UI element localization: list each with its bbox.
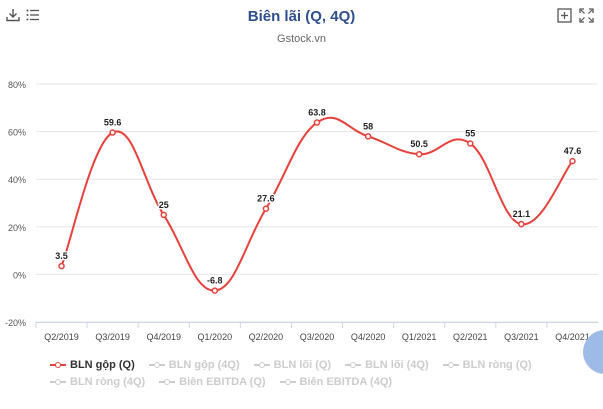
y-tick-label: 40% [8,175,26,185]
menu-icon[interactable] [24,6,42,24]
data-point [211,287,219,294]
x-tick-label: Q4/2019 [146,332,181,342]
chart-subtitle: Gstock.vn [277,33,326,45]
data-point [262,205,270,212]
legend-label: Biên EBITDA (4Q) [299,375,393,388]
left-toolbar [4,6,42,24]
legend-label: Biên EBITDA (Q) [179,375,266,388]
data-label: 27.6 [257,194,275,204]
fullscreen-icon[interactable] [577,6,595,24]
legend-swatch-icon [442,361,459,369]
legend-item[interactable]: Biên EBITDA (Q) [159,375,266,388]
data-point [160,211,167,219]
legend-swatch-icon [253,361,270,369]
data-label: -6.8 [207,276,223,286]
data-label: 55 [465,129,475,139]
legend-label: BLN gộp (4Q) [168,358,240,371]
x-tick-label: Q4/2020 [351,332,386,342]
download-icon[interactable] [4,6,22,24]
legend-item[interactable]: BLN lõi (4Q) [345,359,429,371]
x-tick-label: Q1/2020 [198,332,233,342]
legend-swatch-icon [50,361,66,369]
data-point [58,262,65,270]
y-tick-label: 0% [13,270,26,280]
legend-swatch-icon [279,378,296,386]
add-icon[interactable] [555,6,573,24]
chart-legend: BLN gộp (Q) BLN gộp (4Q) BLN lõi (Q) BLN lõ… [50,356,590,390]
legend-swatch-icon [159,378,176,386]
legend-item[interactable]: BLN gộp (4Q) [148,358,240,371]
legend-item[interactable]: Biên EBITDA (4Q) [279,375,393,388]
x-tick-label: Q1/2021 [402,332,437,342]
legend-swatch-icon [50,378,66,386]
legend-item[interactable]: BLN ròng (4Q) [50,376,145,388]
data-label: 50.5 [410,139,428,149]
data-label: 59.6 [104,118,122,128]
legend-swatch-icon [345,361,362,369]
y-tick-label: -20% [5,318,26,328]
data-point [569,157,576,165]
x-tick-label: Q3/2021 [504,332,539,342]
legend-label: BLN gộp (Q) [70,358,135,371]
x-tick-label: Q2/2019 [44,332,79,342]
y-tick-label: 20% [8,223,26,233]
x-tick-label: Q3/2019 [95,332,130,342]
series-line-bln-gop-q [60,116,574,292]
x-tick-label: Q3/2020 [300,332,335,342]
legend-label: BLN ròng (Q) [462,358,532,371]
legend-row-2: BLN ròng (4Q) Biên EBITDA (Q) Biên EBITDA … [50,373,590,390]
legend-item[interactable]: BLN gộp (Q) [50,359,135,371]
legend-swatch-icon [148,361,165,369]
x-tick-label: Q2/2020 [249,332,284,342]
data-label: 21.1 [513,209,531,219]
data-point [364,133,372,140]
data-label: 58 [363,121,373,131]
data-label: 25 [159,200,169,210]
x-tick-label: Q2/2021 [453,332,488,342]
data-label: 47.6 [564,146,582,156]
line-chart: 80% 60% 40% 20% 0% -20% Q2/2019 Q3/2019 Q4/2019 Q… [5,80,598,342]
legend-row-1: BLN gộp (Q) BLN gộp (4Q) BLN lõi (Q) BLN lõ… [50,356,590,373]
data-point [467,140,474,147]
chart-title: Biên lãi (Q, 4Q) [247,8,356,25]
data-point [313,119,321,126]
legend-label: BLN lõi (4Q) [365,358,429,371]
y-tick-label: 60% [8,128,26,138]
legend-label: BLN ròng (4Q) [70,375,146,388]
legend-label: BLN lõi (Q) [273,358,332,371]
data-label: 3.5 [55,251,68,261]
y-tick-label: 80% [8,80,26,90]
x-tick-label: Q4/2021 [555,332,590,342]
legend-item[interactable]: BLN ròng (Q) [442,358,532,371]
legend-item[interactable]: BLN lõi (Q) [253,358,332,371]
data-point [109,129,116,136]
scroll-to-top-button[interactable] [583,330,603,374]
data-label: 63.8 [308,108,326,118]
right-toolbar [555,6,595,24]
data-point [415,150,423,158]
data-point [518,220,525,228]
